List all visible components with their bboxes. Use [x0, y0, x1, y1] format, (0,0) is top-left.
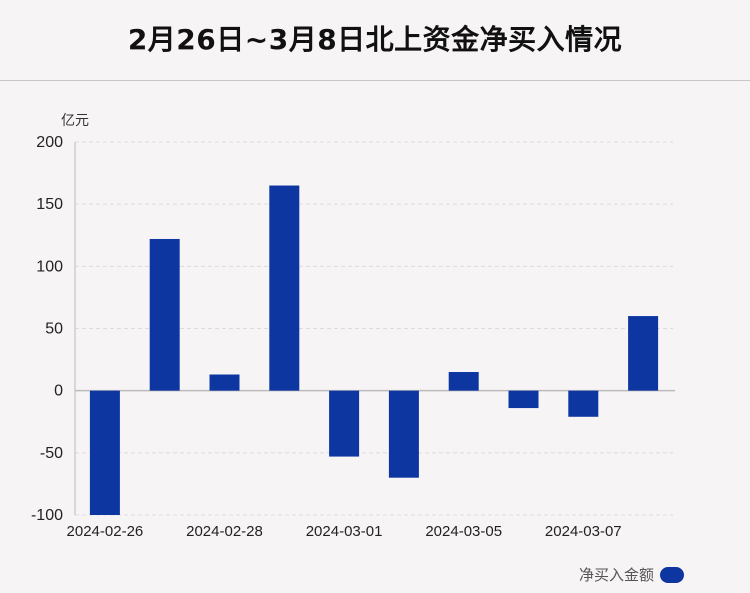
chart-title: 2月26日~3月8日北上资金净买入情况 [127, 23, 623, 56]
bar [568, 390, 599, 417]
legend: 净买入金额 [579, 564, 684, 585]
bar [209, 374, 240, 391]
x-tick-label: 2024-03-01 [306, 523, 383, 540]
y-tick-label: -100 [31, 507, 63, 524]
legend-label: 净买入金额 [578, 566, 654, 584]
title-divider [0, 80, 750, 81]
bar [269, 185, 300, 391]
x-tick-label: 2024-02-26 [67, 523, 144, 540]
x-tick-label: 2024-03-07 [545, 523, 622, 540]
x-tick-label: 2024-03-05 [425, 523, 502, 540]
bar [448, 372, 479, 391]
y-tick-label: 200 [36, 134, 63, 151]
y-tick-label: 50 [45, 321, 63, 338]
legend-swatch [660, 566, 684, 583]
bar [628, 316, 659, 391]
bar [388, 390, 419, 478]
y-axis-unit: 亿元 [61, 113, 89, 129]
bar [508, 390, 539, 409]
x-tick-label: 2024-02-28 [186, 523, 263, 540]
bars [89, 185, 659, 515]
y-tick-label: -50 [40, 445, 63, 462]
y-tick-label: 100 [36, 258, 63, 275]
bar [329, 390, 360, 457]
bar [149, 238, 180, 391]
bar [89, 390, 120, 515]
axis-labels: -100 -50 0 50 100 150 200 2024-02-26 2024-02-28 2… [31, 134, 622, 540]
y-tick-label: 150 [36, 196, 63, 213]
y-tick-label: 0 [54, 383, 63, 400]
